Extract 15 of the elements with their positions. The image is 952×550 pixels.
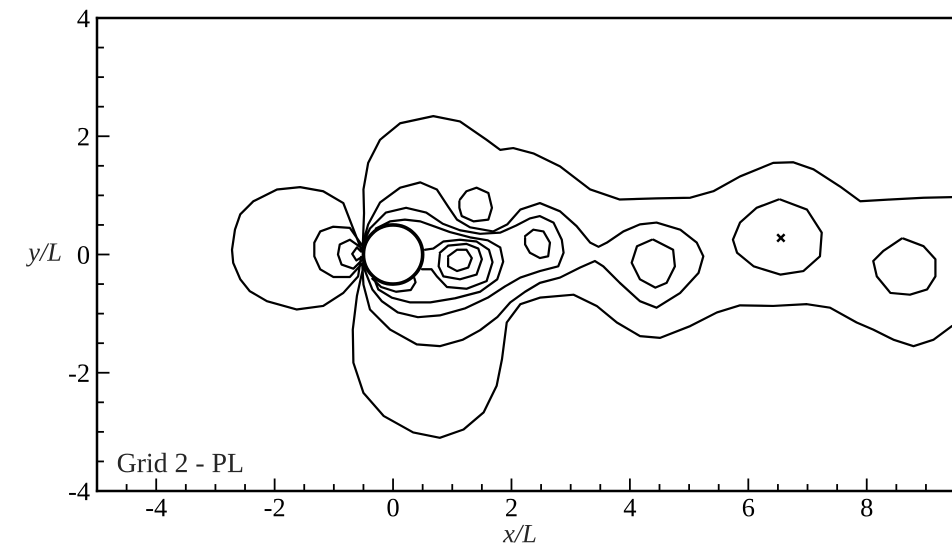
- x-tick-label: 4: [624, 498, 636, 516]
- annotation: Grid 2 - PL: [118, 452, 242, 472]
- y-tick-label: -2: [69, 364, 89, 382]
- y-tick-label: 4: [77, 10, 90, 28]
- x-tick-label: -2: [264, 498, 284, 516]
- x-tick-label: -4: [146, 498, 167, 516]
- y-tick-label: -4: [69, 482, 90, 500]
- x-tick-label: 6: [742, 498, 754, 517]
- y-tick-label: 0: [78, 246, 90, 264]
- y-axis-title: y/L: [26, 243, 61, 266]
- x-axis-title: x/L: [502, 524, 536, 543]
- x-tick-label: 8: [861, 498, 872, 517]
- y-tick-label: 2: [78, 128, 89, 146]
- x-tick-label: 2: [506, 498, 517, 516]
- x-tick-label: 0: [387, 498, 399, 517]
